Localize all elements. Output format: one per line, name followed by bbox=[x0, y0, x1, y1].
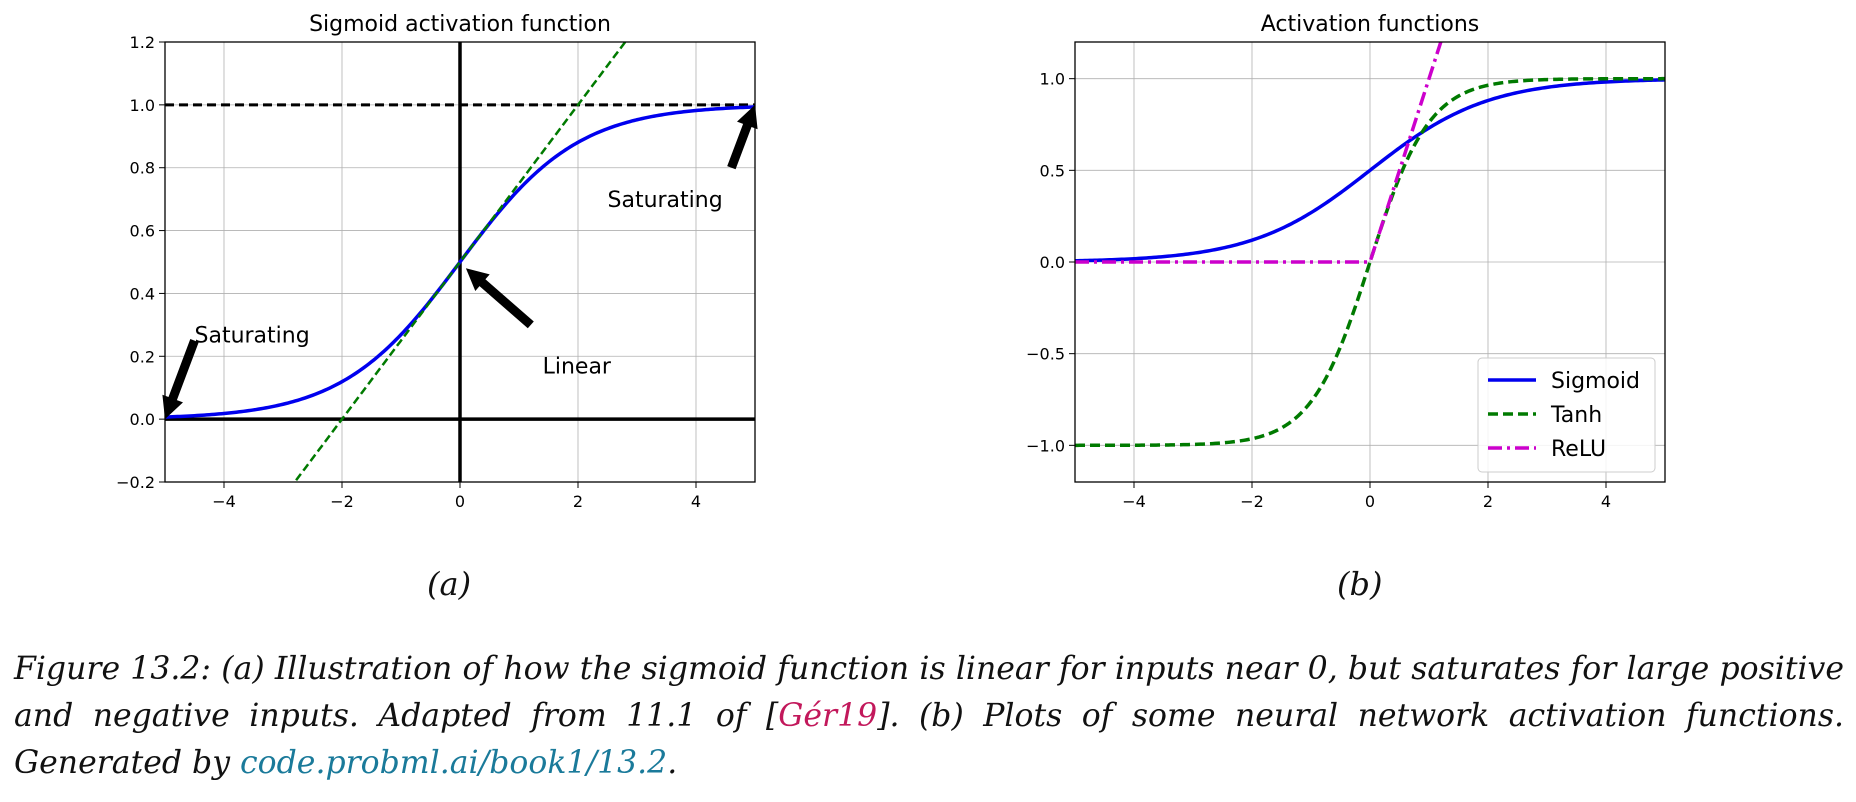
legend-label-tanh: Tanh bbox=[1550, 403, 1602, 428]
y-tick-label: 1.0 bbox=[130, 96, 155, 115]
y-tick-label: 0.8 bbox=[130, 159, 155, 178]
legend: Sigmoid Tanh ReLU bbox=[1477, 357, 1656, 473]
annotation-label: Saturating bbox=[608, 188, 723, 213]
legend-label-relu: ReLU bbox=[1551, 437, 1606, 462]
series-lines bbox=[165, 42, 755, 482]
figure-canvas: Sigmoid activation function SaturatingSa… bbox=[116, 12, 1666, 511]
series-line-tanh bbox=[1075, 76, 1665, 448]
axis-ticks: −4 −2 0 2 4 −0.2 0.0 0.2 0.4 0.6 0.8 1.0 1.2 bbox=[116, 33, 701, 511]
sigmoid-chart: Sigmoid activation function SaturatingSa… bbox=[116, 12, 758, 511]
subfigure-label-b: (b) bbox=[1337, 565, 1383, 603]
activation-chart: Activation functions −4 −2 0 2 4 −1.0 −0.5 0.0 0… bbox=[1026, 12, 1666, 511]
x-tick-label: 0 bbox=[455, 492, 465, 511]
series-line-sigmoid bbox=[165, 105, 755, 419]
y-tick-label: 0.2 bbox=[130, 347, 155, 366]
x-tick-label: 4 bbox=[691, 492, 701, 511]
caption-text: Figure 13.2: (a) Illustration of how the… bbox=[14, 651, 1844, 734]
y-tick-label: 0.0 bbox=[1040, 253, 1065, 272]
citation-link[interactable]: Gér19 bbox=[778, 698, 878, 734]
y-tick-label: 0.5 bbox=[1040, 161, 1065, 180]
annotation-arrow bbox=[727, 104, 758, 170]
x-tick-label: −4 bbox=[1122, 492, 1146, 511]
y-tick-label: −0.5 bbox=[1026, 345, 1065, 364]
caption-text-end: . bbox=[667, 745, 678, 781]
code-link[interactable]: code.probml.ai/book1/13.2 bbox=[240, 745, 668, 781]
y-tick-label: 0.0 bbox=[130, 410, 155, 429]
series-line-relu bbox=[1075, 42, 1443, 264]
annotations: Saturating Saturating Linear bbox=[162, 104, 758, 420]
chart-title-activation: Activation functions bbox=[1261, 12, 1479, 37]
x-tick-label: −2 bbox=[330, 492, 354, 511]
y-tick-label: −1.0 bbox=[1026, 436, 1065, 455]
figure-caption: Figure 13.2: (a) Illustration of how the… bbox=[14, 646, 1844, 787]
y-tick-label: 1.2 bbox=[130, 33, 155, 52]
subfigure-label-a: (a) bbox=[427, 565, 472, 603]
x-tick-label: 2 bbox=[573, 492, 583, 511]
annotation-arrow bbox=[465, 268, 534, 329]
x-tick-label: 4 bbox=[1601, 492, 1611, 511]
y-tick-label: 0.6 bbox=[130, 222, 155, 241]
x-tick-label: 2 bbox=[1483, 492, 1493, 511]
series-line-tangent bbox=[293, 42, 627, 482]
caption-text-middle: ]. (b) Plots of some neural network acti… bbox=[14, 698, 1844, 781]
legend-label-sigmoid: Sigmoid bbox=[1551, 369, 1640, 394]
y-tick-label: 0.4 bbox=[130, 284, 155, 303]
legend-box bbox=[1477, 357, 1656, 473]
series-lines bbox=[1075, 42, 1665, 448]
chart-title-sigmoid: Sigmoid activation function bbox=[309, 12, 611, 37]
annotation-arrow bbox=[162, 339, 199, 420]
y-tick-label: 1.0 bbox=[1040, 70, 1065, 89]
annotation-label: Saturating bbox=[195, 323, 310, 348]
annotation-label: Linear bbox=[543, 355, 612, 380]
axis-ticks: −4 −2 0 2 4 −1.0 −0.5 0.0 0.5 1.0 bbox=[1026, 70, 1611, 511]
y-tick-label: −0.2 bbox=[116, 473, 155, 492]
x-tick-label: −2 bbox=[1240, 492, 1264, 511]
series-line-sigmoid bbox=[1075, 78, 1665, 263]
x-tick-label: 0 bbox=[1365, 492, 1375, 511]
x-tick-label: −4 bbox=[212, 492, 236, 511]
